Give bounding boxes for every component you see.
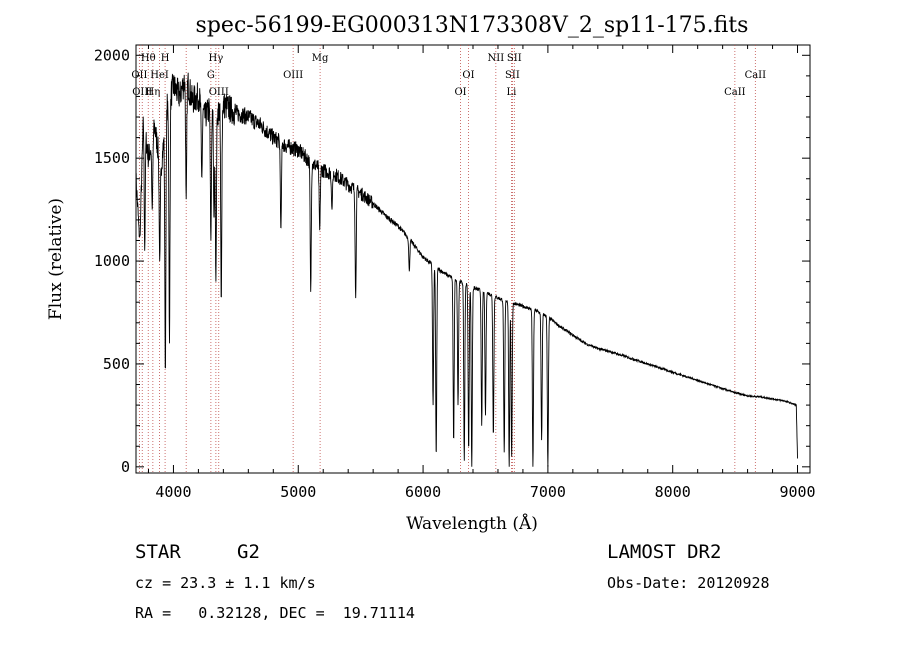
spectral-line-label: Hη: [145, 87, 160, 98]
spectral-line-label: CaII: [724, 87, 746, 98]
y-tick-label: 500: [103, 355, 130, 373]
y-axis-label: Flux (relative): [46, 198, 66, 320]
y-tick-label: 1000: [94, 252, 130, 270]
observation-date: Obs-Date: 20120928: [607, 574, 770, 592]
spectrum-line: [135, 72, 798, 467]
spectral-line-label: OI: [462, 70, 474, 81]
y-tick-label: 2000: [94, 46, 130, 64]
survey-name: LAMOST DR2: [607, 541, 722, 563]
y-tick-label: 1500: [94, 149, 130, 167]
spectral-line-label: OIII: [209, 87, 229, 98]
object-subclass: G2: [237, 541, 260, 563]
spectral-line-label: NII: [488, 53, 505, 64]
spectral-line-label: H: [161, 53, 170, 64]
spectral-line-label: Li: [507, 87, 517, 98]
spectral-line-label: CaII: [745, 70, 767, 81]
object-class: STAR: [135, 541, 181, 563]
x-tick-label: 9000: [779, 483, 815, 501]
redshift-info: cz = 23.3 ± 1.1 km/s: [135, 574, 316, 592]
coordinates-info: RA = 0.32128, DEC = 19.71114: [135, 604, 415, 622]
x-tick-label: 8000: [655, 483, 691, 501]
y-tick-label: 0: [121, 458, 130, 476]
spectral-line-markers: OIIOIIIHθHηHeIHGHγOIIIOIIIMgOIOINIILiSII…: [131, 45, 766, 473]
spectral-line-label: G: [207, 70, 215, 81]
x-tick-label: 7000: [530, 483, 566, 501]
spectral-line-label: OIII: [283, 70, 303, 81]
axis-ticks: 4000 5000 6000 7000 8000 9000 0 500 1000 1500 2000: [94, 45, 816, 501]
chart-title: spec-56199-EG000313N173308V_2_sp11-175.f…: [196, 13, 749, 38]
spectral-line-label: Hγ: [209, 53, 224, 64]
spectral-line-label: Mg: [312, 53, 329, 64]
x-tick-label: 4000: [155, 483, 191, 501]
spectral-line-label: Hθ: [141, 53, 156, 64]
spectral-line-label: OI: [454, 87, 466, 98]
spectral-line-label: SII: [505, 70, 520, 81]
x-axis-label: Wavelength (Å): [406, 513, 538, 534]
x-tick-label: 5000: [280, 483, 316, 501]
spectrum-series: [135, 72, 798, 467]
spectral-line-label: SII: [507, 53, 522, 64]
spectral-line-label: HeI: [150, 70, 169, 81]
x-tick-label: 6000: [405, 483, 441, 501]
spectral-line-label: OIII: [132, 87, 152, 98]
